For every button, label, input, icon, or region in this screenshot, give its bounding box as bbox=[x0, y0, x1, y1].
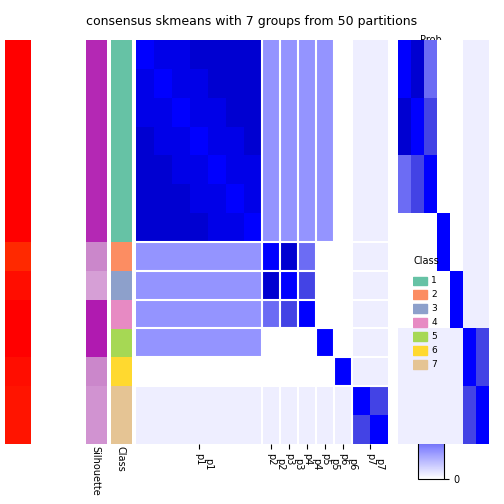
FancyBboxPatch shape bbox=[413, 346, 427, 355]
FancyBboxPatch shape bbox=[413, 304, 427, 313]
FancyBboxPatch shape bbox=[413, 318, 427, 327]
X-axis label: Silhouette: Silhouette bbox=[91, 447, 101, 496]
X-axis label: Class: Class bbox=[116, 447, 126, 472]
Text: p5: p5 bbox=[329, 458, 339, 470]
Text: 4: 4 bbox=[431, 318, 437, 327]
Text: p7: p7 bbox=[374, 458, 384, 470]
Title: Consensus: Consensus bbox=[405, 377, 457, 387]
FancyBboxPatch shape bbox=[413, 290, 427, 299]
Text: 6: 6 bbox=[431, 346, 437, 355]
Title: Prob: Prob bbox=[420, 35, 442, 44]
Text: consensus skmeans with 7 groups from 50 partitions: consensus skmeans with 7 groups from 50 … bbox=[87, 15, 417, 28]
FancyBboxPatch shape bbox=[413, 332, 427, 341]
Text: p1: p1 bbox=[203, 458, 213, 470]
Text: 5: 5 bbox=[431, 332, 437, 341]
Text: 3: 3 bbox=[431, 304, 437, 313]
Title: Silhouette: Silhouette bbox=[406, 161, 456, 170]
Text: p6: p6 bbox=[347, 458, 357, 470]
Text: 1: 1 bbox=[431, 277, 437, 285]
Text: p4: p4 bbox=[311, 458, 321, 470]
FancyBboxPatch shape bbox=[413, 360, 427, 368]
Text: 2: 2 bbox=[431, 290, 437, 299]
Text: p2: p2 bbox=[275, 458, 285, 470]
Text: p3: p3 bbox=[293, 458, 303, 470]
Text: 7: 7 bbox=[431, 360, 437, 368]
Text: Class: Class bbox=[413, 257, 439, 266]
FancyBboxPatch shape bbox=[413, 277, 427, 285]
